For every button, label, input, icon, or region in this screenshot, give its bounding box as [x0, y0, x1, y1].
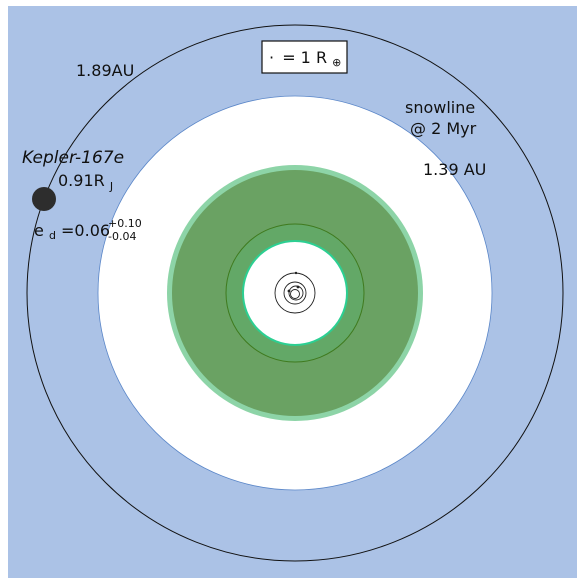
inner-planet-c [296, 285, 300, 289]
eccentricity-lower-error: -0.04 [108, 230, 136, 243]
eccentricity-label: e d =0.06 [34, 221, 110, 243]
outer-orbit-kepler-167e [26, 24, 564, 562]
scale-legend-box [261, 40, 348, 74]
eccentricity-prefix: e [34, 221, 44, 240]
planet-kepler-167e [32, 187, 56, 211]
orbit-inner-4 [290, 289, 300, 299]
planet-radius-label: 0.91R J [58, 171, 113, 193]
snowline-distance-label: 1.39 AU [423, 160, 486, 179]
eccentricity-value: =0.06 [61, 221, 110, 240]
planet-radius-value: 0.91R [58, 171, 105, 190]
inner-edge-ring [242, 240, 348, 346]
planet-name-label: Kepler-167e [22, 148, 124, 168]
scale-legend-equation: = 1 R [282, 48, 327, 67]
inner-planet-b [287, 289, 291, 293]
inner-planet-d [294, 271, 298, 275]
orbit-inner-3 [288, 285, 304, 301]
eccentricity-upper-error: +0.10 [108, 217, 142, 230]
orbit-inner-2 [283, 281, 307, 305]
earth-symbol: ⊕ [332, 56, 341, 69]
outer-orbit-label: 1.89AU [76, 61, 134, 80]
scale-legend-text: · = 1 R ⊕ [269, 48, 341, 69]
scale-legend-dot: · [269, 48, 274, 67]
planet-radius-subscript: J [109, 180, 113, 193]
snowline-time-label: @ 2 Myr [410, 119, 477, 138]
snowline-label: snowline [405, 98, 475, 117]
eccentricity-subscript: d [49, 229, 56, 242]
scale-legend: · = 1 R ⊕ [261, 40, 348, 74]
